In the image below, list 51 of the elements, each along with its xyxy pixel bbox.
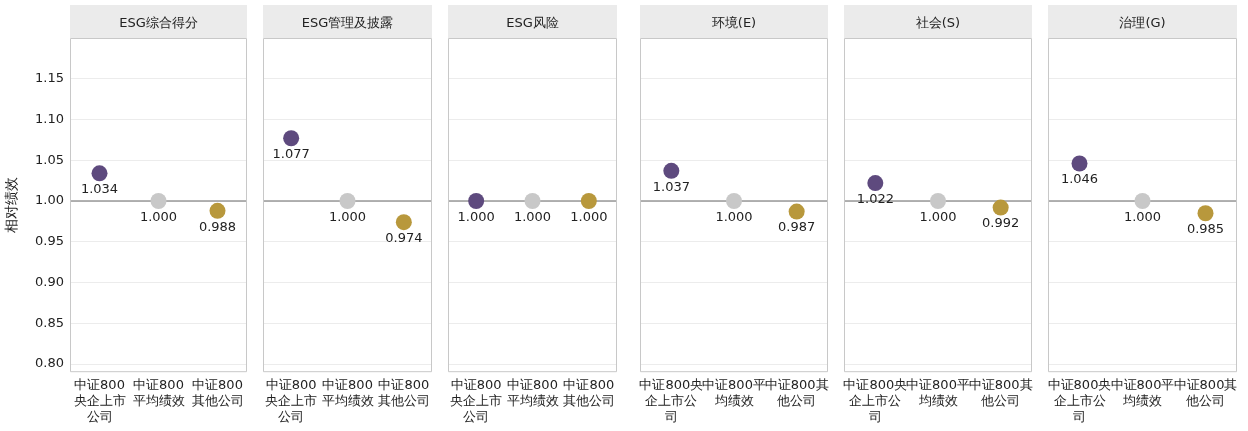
data-label: 0.987 (778, 219, 816, 235)
data-label: 1.046 (1060, 171, 1099, 187)
y-tick-label: 1.00 (35, 192, 64, 208)
y-tick-label: 1.10 (35, 110, 64, 126)
chart-title: ESG综合得分 (119, 14, 198, 30)
y-tick-label: 1.15 (35, 70, 64, 86)
x-tick-label: 中证800其他公司 (377, 377, 430, 408)
data-label: 0.992 (982, 215, 1020, 231)
data-label: 1.000 (919, 208, 957, 224)
x-tick-label: 中证800央企上市公司 (843, 377, 908, 424)
x-tick-label: 中证800其他公司 (1173, 377, 1238, 408)
x-tick-label: 中证800其他公司 (562, 377, 615, 408)
data-label: 1.000 (513, 208, 552, 224)
y-tick-label: 0.85 (35, 314, 64, 330)
data-label: 1.000 (570, 208, 608, 224)
x-tick-label: 中证800平均绩效 (1110, 377, 1175, 408)
y-tick-label: 1.05 (35, 151, 64, 167)
y-tick-label: 0.80 (35, 355, 64, 371)
x-tick-label: 中证800其他公司 (764, 377, 829, 408)
data-label: 1.077 (272, 146, 310, 162)
data-label: 1.000 (457, 208, 495, 224)
y-tick-label: 0.95 (35, 233, 64, 249)
x-tick-label: 中证800平均绩效 (321, 377, 374, 408)
data-label: 1.000 (328, 208, 367, 224)
x-tick-label: 中证800央企上市公司 (73, 377, 126, 424)
chart-title: 治理(G) (1119, 14, 1166, 30)
chart-title: 环境(E) (711, 14, 757, 30)
data-label: 1.000 (139, 208, 178, 224)
x-tick-label: 中证800其他公司 (191, 377, 244, 408)
x-tick-label: 中证800平均绩效 (506, 377, 559, 408)
y-tick-label: 0.90 (35, 273, 64, 289)
data-label: 1.022 (856, 190, 894, 206)
chart-title: ESG管理及披露 (301, 14, 394, 30)
x-tick-label: 中证800央企上市公司 (639, 377, 704, 424)
x-tick-label: 中证800央企上市公司 (450, 377, 503, 424)
x-tick-label: 中证800其他公司 (968, 377, 1033, 408)
y-axis-title: 相对绩效 (3, 177, 20, 234)
data-label: 1.034 (80, 181, 119, 197)
x-tick-label: 中证800央企上市公司 (1047, 377, 1112, 424)
data-label: 1.000 (715, 208, 753, 224)
data-label: 1.000 (1123, 208, 1162, 224)
data-label: 0.985 (1186, 221, 1225, 237)
data-label: 0.988 (198, 218, 237, 234)
data-label: 1.037 (652, 178, 690, 194)
data-label: 0.974 (385, 230, 423, 246)
x-tick-label: 中证800平均绩效 (132, 377, 185, 408)
x-tick-label: 中证800平均绩效 (906, 377, 970, 408)
x-tick-label: 中证800平均绩效 (702, 377, 766, 408)
chart-title: 社会(S) (915, 14, 961, 30)
x-tick-label: 中证800央企上市公司 (265, 377, 318, 424)
chart-title: ESG风险 (506, 14, 559, 30)
